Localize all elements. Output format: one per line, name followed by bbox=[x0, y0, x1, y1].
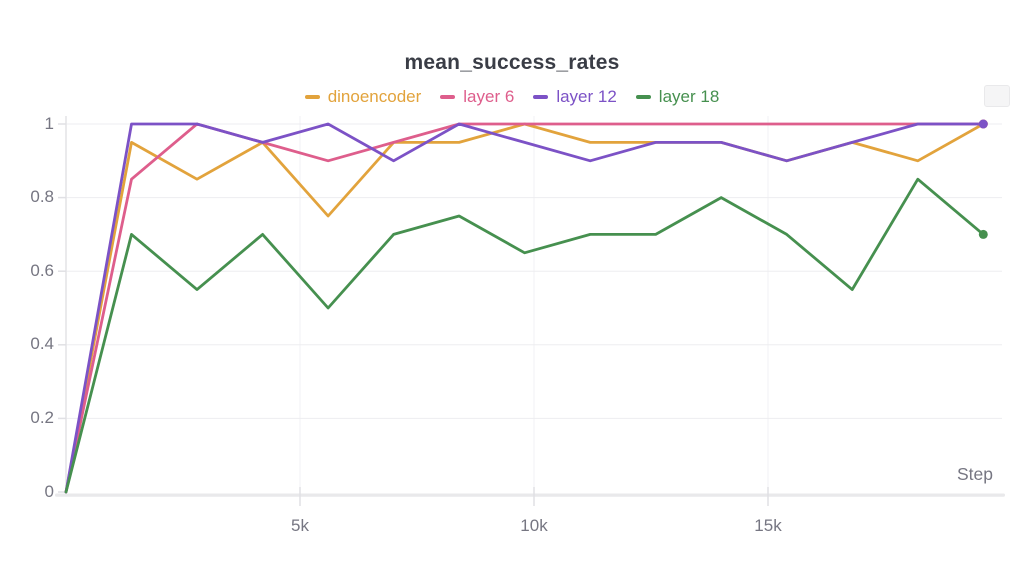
x-axis-line bbox=[55, 493, 1005, 497]
legend-item-layer-12[interactable]: layer 12 bbox=[533, 87, 617, 107]
series-end-dot-layer-12[interactable] bbox=[978, 119, 988, 129]
legend-item-layer-18[interactable]: layer 18 bbox=[635, 87, 720, 107]
y-tick-label: 0.2 bbox=[30, 408, 54, 427]
legend-item-label: dinoencoder bbox=[327, 87, 422, 106]
y-tick-label: 0.4 bbox=[30, 334, 54, 353]
y-tick-label: 1 bbox=[44, 114, 54, 133]
legend-item-layer-6[interactable]: layer 6 bbox=[440, 87, 514, 107]
series-end-dot-layer-18[interactable] bbox=[978, 229, 988, 239]
y-tick-label: 0.6 bbox=[30, 261, 54, 280]
y-tick-label: 0 bbox=[44, 482, 54, 501]
x-tick-label: 5k bbox=[291, 516, 309, 535]
legend-swatch-icon bbox=[635, 95, 651, 99]
legend-item-label: layer 18 bbox=[658, 87, 720, 106]
series-line-layer-12[interactable] bbox=[64, 122, 985, 494]
chart-title: mean_success_rates bbox=[404, 51, 620, 74]
series-line-layer-6[interactable] bbox=[64, 122, 985, 494]
series-line-dinoencoder[interactable] bbox=[64, 122, 985, 494]
series-line-layer-18[interactable] bbox=[64, 177, 985, 494]
legend: dinoencoder layer 6 layer 12 layer 18 bbox=[0, 86, 1024, 108]
legend-item-dinoencoder[interactable]: dinoencoder bbox=[304, 87, 422, 107]
x-tick-label: 10k bbox=[520, 516, 548, 535]
x-tick-label: 15k bbox=[754, 516, 782, 535]
legend-item-label: layer 6 bbox=[463, 87, 515, 106]
legend-item-label: layer 12 bbox=[556, 87, 617, 106]
legend-swatch-icon bbox=[304, 95, 320, 99]
legend-swatch-icon bbox=[440, 95, 456, 99]
panel-action-button[interactable] bbox=[984, 85, 1010, 107]
legend-swatch-icon bbox=[533, 95, 549, 99]
x-axis-title: Step bbox=[957, 464, 993, 484]
y-tick-label: 0.8 bbox=[30, 187, 54, 206]
